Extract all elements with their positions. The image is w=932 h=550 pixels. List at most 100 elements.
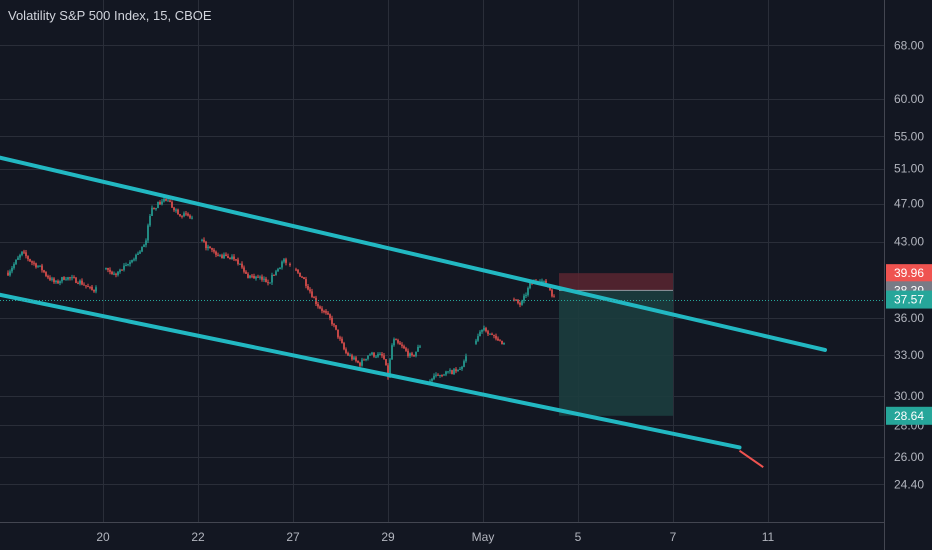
candle-body xyxy=(391,345,393,360)
candle-body xyxy=(137,253,139,255)
candle-body xyxy=(261,276,263,280)
candle-body xyxy=(29,259,31,262)
candle-body xyxy=(345,349,347,353)
candle-body xyxy=(53,278,55,283)
candle-body xyxy=(397,340,399,343)
candle-body xyxy=(81,280,83,285)
candle-body xyxy=(275,271,277,276)
candle-body xyxy=(359,362,361,366)
candle-body xyxy=(219,255,221,257)
candle-body xyxy=(299,272,301,277)
candle-body xyxy=(523,295,525,301)
candle-body xyxy=(295,269,297,271)
time-scale[interactable] xyxy=(0,522,884,550)
y-tick-label: 43.00 xyxy=(894,235,924,249)
candle-body xyxy=(303,277,305,280)
candle-body xyxy=(139,251,141,254)
candle-body xyxy=(431,378,433,381)
candle-body xyxy=(455,369,457,372)
candle-body xyxy=(237,259,239,264)
candle-body xyxy=(411,353,413,356)
candle-body xyxy=(143,244,145,247)
candle-body xyxy=(439,374,441,376)
candle-body xyxy=(259,276,261,278)
candle-body xyxy=(151,207,153,216)
x-tick-label: 11 xyxy=(762,530,775,544)
candle-body xyxy=(67,277,69,280)
candle-body xyxy=(89,286,91,288)
candle-body xyxy=(325,311,327,313)
channel-lower-line[interactable] xyxy=(0,292,742,450)
candle-body xyxy=(153,207,155,210)
candle-body xyxy=(179,214,181,216)
candle-body xyxy=(285,259,287,263)
candle-body xyxy=(541,280,543,282)
candle-body xyxy=(347,352,349,356)
candle-body xyxy=(517,300,519,303)
candle-body xyxy=(115,273,117,275)
candle-body xyxy=(437,374,439,376)
last-price-badge-label: 37.57 xyxy=(894,293,924,307)
candle-body xyxy=(245,271,247,274)
candle-body xyxy=(75,277,77,283)
candle-body xyxy=(263,278,265,280)
candle-body xyxy=(367,355,369,359)
candle-body xyxy=(301,276,303,278)
candle-body xyxy=(327,312,329,315)
candle-body xyxy=(187,213,189,216)
candle-body xyxy=(267,282,269,284)
candle-body xyxy=(205,241,207,249)
stop-loss-zone[interactable] xyxy=(559,273,673,291)
target-price-badge xyxy=(886,406,932,425)
channel-upper-line[interactable] xyxy=(0,155,827,352)
y-tick-label: 33.00 xyxy=(894,348,924,362)
candle-body xyxy=(249,275,251,278)
candle-body xyxy=(73,277,75,279)
candle-body xyxy=(33,262,35,264)
candle-body xyxy=(265,278,267,283)
candle-body xyxy=(461,366,463,369)
candle-body xyxy=(131,260,133,263)
x-tick-label: 7 xyxy=(670,530,677,544)
candle-body xyxy=(57,280,59,284)
candle-body xyxy=(361,359,363,366)
candle-body xyxy=(495,335,497,339)
candle-body xyxy=(65,279,67,281)
candle-body xyxy=(27,256,29,260)
candle-body xyxy=(405,348,407,351)
candle-body xyxy=(15,259,17,265)
candle-body xyxy=(25,252,27,257)
candle-body xyxy=(37,266,39,268)
candle-body xyxy=(479,331,481,337)
candle-body xyxy=(45,272,47,276)
candle-body xyxy=(217,254,219,256)
candle-body xyxy=(477,336,479,341)
candle-body xyxy=(297,269,299,273)
candle-body xyxy=(105,267,107,269)
candle-body xyxy=(375,356,377,358)
projection-line[interactable] xyxy=(738,449,764,469)
candle-body xyxy=(377,354,379,357)
candle-body xyxy=(191,217,193,219)
candle-body xyxy=(257,276,259,278)
candle-body xyxy=(383,355,385,360)
y-tick-label: 30.00 xyxy=(894,389,924,403)
candle-body xyxy=(435,374,437,376)
candle-body xyxy=(487,331,489,334)
candle-body xyxy=(49,277,51,280)
candle-body xyxy=(441,374,443,376)
candle-body xyxy=(177,209,179,215)
candle-body xyxy=(21,251,23,255)
candle-body xyxy=(489,333,491,335)
candle-body xyxy=(169,200,171,202)
candle-body xyxy=(149,215,151,226)
candle-body xyxy=(387,365,389,378)
candle-body xyxy=(309,289,311,292)
candle-body xyxy=(185,213,187,215)
candle-body xyxy=(417,346,419,352)
candle-body xyxy=(35,263,37,268)
candle-body xyxy=(379,353,381,355)
